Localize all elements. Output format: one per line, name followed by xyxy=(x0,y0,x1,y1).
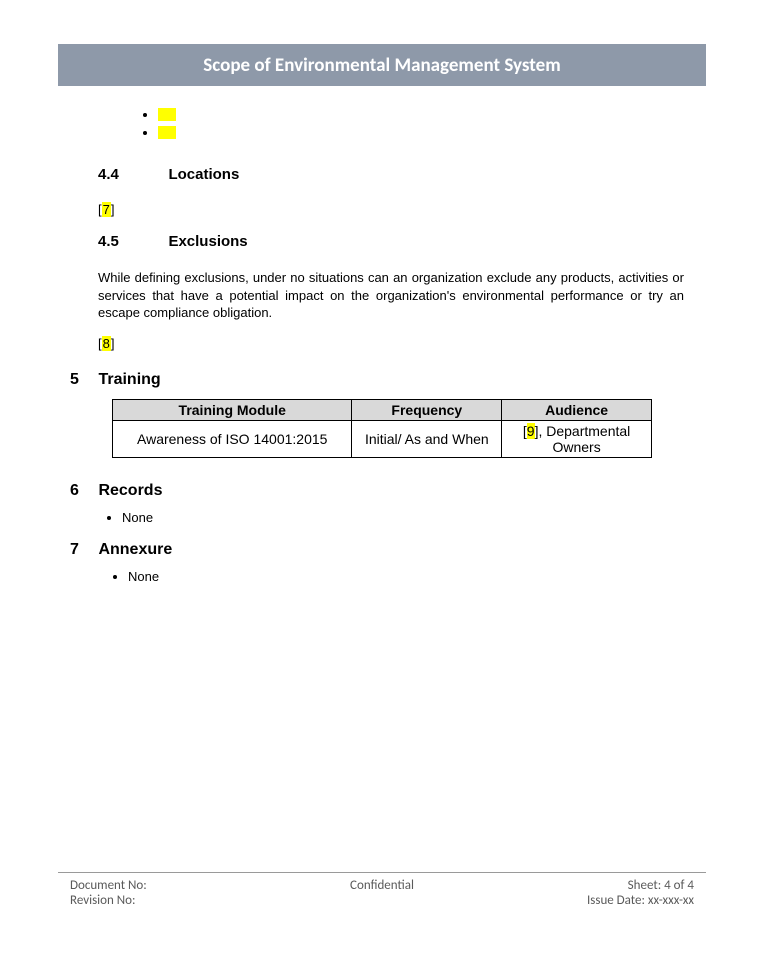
footer-doc-no: Document No: xyxy=(70,878,270,893)
section-title: Training xyxy=(98,371,160,389)
section-number: 5 xyxy=(70,371,94,389)
footer: Document No: Confidential Sheet: 4 of 4 … xyxy=(70,878,694,908)
bullet-placeholder-2 xyxy=(158,124,694,142)
bracket-close: ] xyxy=(111,202,115,217)
footer-row-1: Document No: Confidential Sheet: 4 of 4 xyxy=(70,878,694,893)
th-frequency: Frequency xyxy=(352,399,502,420)
section-number: 4.5 xyxy=(98,233,164,250)
footer-issue-date: Issue Date: xx-xxx-xx xyxy=(494,893,694,908)
document-content: 4.4 Locations [7] 4.5 Exclusions While d… xyxy=(70,106,694,584)
section-4-4: 4.4 Locations xyxy=(98,166,694,184)
highlight-placeholder xyxy=(158,108,176,121)
records-list: None xyxy=(98,510,694,525)
placeholder-number: 9 xyxy=(527,423,535,439)
section-number: 7 xyxy=(70,541,94,559)
footer-divider xyxy=(58,872,706,873)
section-title: Records xyxy=(98,482,162,500)
footer-rev-no: Revision No: xyxy=(70,893,270,908)
list-item: None xyxy=(122,510,694,525)
td-audience: [9], Departmental Owners xyxy=(502,420,652,457)
td-frequency: Initial/ As and When xyxy=(352,420,502,457)
bullet-placeholder-1 xyxy=(158,106,694,124)
title-bar: Scope of Environmental Management System xyxy=(58,44,706,86)
section-4-5: 4.5 Exclusions xyxy=(98,233,694,251)
placeholder-number: 7 xyxy=(102,202,111,217)
table-header-row: Training Module Frequency Audience xyxy=(113,399,652,420)
bracket-close: ] xyxy=(111,336,115,351)
training-table: Training Module Frequency Audience Aware… xyxy=(112,399,652,458)
section-number: 6 xyxy=(70,482,94,500)
th-module: Training Module xyxy=(113,399,352,420)
highlight-placeholder xyxy=(158,126,176,139)
td-module: Awareness of ISO 14001:2015 xyxy=(113,420,352,457)
list-item: None xyxy=(128,569,694,584)
placeholder-number: 8 xyxy=(102,336,111,351)
footer-confidential: Confidential xyxy=(270,878,494,893)
section-title: Exclusions xyxy=(168,233,247,250)
title-bar-text: Scope of Environmental Management System xyxy=(203,54,560,77)
section-title: Locations xyxy=(168,166,239,183)
footer-blank xyxy=(270,893,494,908)
placeholder-8: [8] xyxy=(98,336,694,351)
exclusions-paragraph: While defining exclusions, under no situ… xyxy=(98,269,684,322)
audience-text: , Departmental Owners xyxy=(538,423,630,455)
section-5: 5 Training xyxy=(70,371,694,389)
top-bullet-list xyxy=(140,106,694,142)
section-title: Annexure xyxy=(98,541,172,559)
section-6: 6 Records xyxy=(70,482,694,500)
footer-row-2: Revision No: Issue Date: xx-xxx-xx xyxy=(70,893,694,908)
placeholder-7: [7] xyxy=(98,202,694,217)
section-7: 7 Annexure xyxy=(70,541,694,559)
footer-sheet: Sheet: 4 of 4 xyxy=(494,878,694,893)
annexure-list: None xyxy=(104,569,694,584)
table-row: Awareness of ISO 14001:2015 Initial/ As … xyxy=(113,420,652,457)
th-audience: Audience xyxy=(502,399,652,420)
section-number: 4.4 xyxy=(98,166,164,183)
